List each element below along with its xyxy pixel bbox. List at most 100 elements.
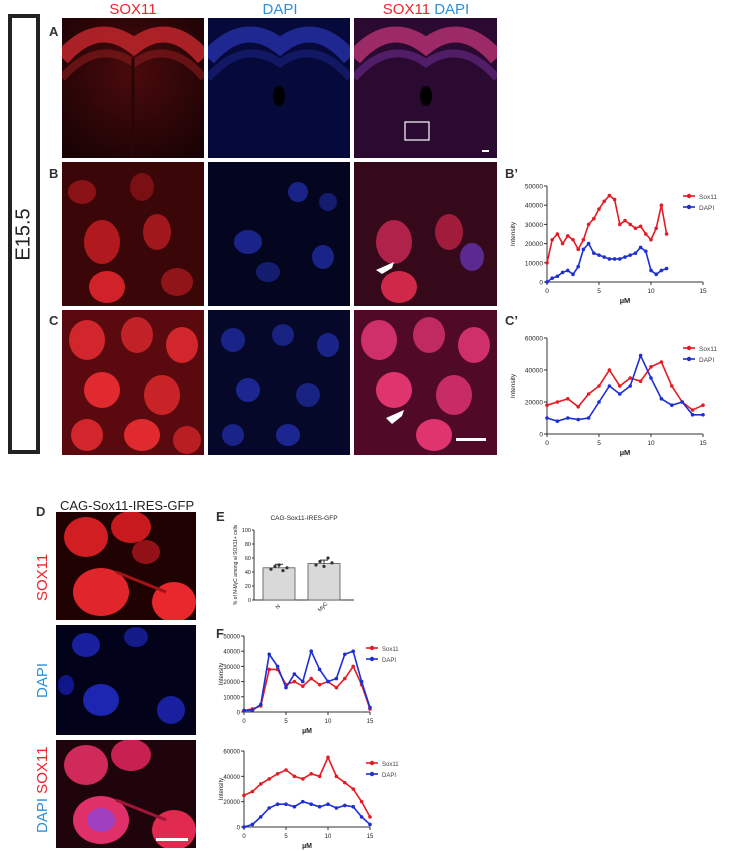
x-tick-label: 15 [367, 719, 374, 725]
data-point-sox11 [326, 755, 330, 760]
data-point-sox11 [550, 237, 554, 242]
series-line-sox11 [546, 194, 668, 263]
y-tick-label: 40000 [223, 775, 240, 781]
bar-point [285, 566, 289, 570]
data-point-dapi [250, 708, 255, 713]
data-point-sox11 [545, 403, 549, 407]
data-point-dapi [659, 268, 664, 273]
y-tick-label: 0 [539, 432, 543, 439]
data-point-dapi [607, 257, 612, 261]
data-point-dapi [571, 272, 575, 277]
y-tick-label: 50000 [223, 635, 240, 641]
data-point-dapi [242, 708, 246, 713]
data-point-sox11 [670, 384, 674, 388]
x-axis-label: µM [302, 728, 312, 735]
data-point-dapi [607, 384, 612, 388]
data-point-dapi [284, 685, 288, 690]
data-point-dapi [597, 400, 601, 404]
data-point-dapi [550, 276, 554, 280]
y-tick-label: 10000 [525, 260, 543, 267]
data-point-sox11 [597, 207, 601, 211]
data-point-sox11 [275, 772, 280, 776]
stage-box [8, 14, 40, 454]
data-point-dapi [309, 802, 313, 806]
data-point-dapi [275, 802, 280, 806]
legend-marker [686, 204, 692, 210]
data-point-dapi [680, 400, 684, 404]
y-tick-label: 40000 [525, 368, 543, 375]
legend-marker [369, 760, 375, 766]
data-point-dapi [592, 251, 596, 255]
data-point-dapi [586, 416, 591, 420]
bar-point [273, 564, 277, 568]
data-point-dapi [576, 264, 580, 269]
data-point-dapi [359, 815, 364, 819]
data-point-sox11 [292, 679, 297, 684]
legend-label: DAPI [699, 205, 714, 212]
chart-f1: 0 10000 20000 30000 40000 50000 0 5 10 15 µM Intens… [219, 635, 399, 736]
data-point-sox11 [317, 774, 322, 779]
x-tick-label: 5 [597, 440, 601, 447]
panel-letter-b: B [49, 166, 59, 181]
x-tick-label: 15 [367, 834, 374, 840]
arrow-b [376, 262, 394, 274]
legend-marker [369, 656, 375, 662]
data-point-dapi [317, 667, 322, 672]
bar-point [281, 569, 285, 573]
data-point-sox11 [555, 400, 560, 404]
data-point-sox11 [317, 682, 322, 687]
data-point-dapi [618, 257, 622, 261]
data-point-dapi [309, 649, 313, 653]
data-point-dapi [368, 705, 372, 710]
header-merge: SOX11 DAPI [356, 1, 496, 18]
data-point-sox11 [581, 237, 586, 242]
data-point-sox11 [309, 772, 313, 776]
y-tick-label: 20 [245, 584, 251, 590]
y-axis-label: Intensity [219, 778, 225, 800]
panel-letter-f: F [216, 626, 224, 641]
data-point-dapi [644, 249, 648, 254]
data-point-sox11 [628, 376, 632, 380]
data-point-dapi [334, 806, 339, 810]
legend-marker [686, 356, 692, 362]
data-point-sox11 [628, 222, 632, 227]
y-tick-label: 0 [237, 826, 241, 832]
data-point-dapi [597, 253, 601, 257]
series-line-dapi [546, 353, 703, 423]
data-point-sox11 [659, 203, 664, 207]
header-merge-dapi: DAPI [434, 1, 470, 18]
y-tick-label: 0 [248, 598, 251, 604]
y-tick-label: 30000 [525, 222, 543, 229]
data-point-dapi [351, 649, 355, 653]
data-point-sox11 [368, 815, 372, 819]
data-point-dapi [576, 417, 580, 422]
legend-label: DAPI [382, 773, 396, 779]
y-tick-label: 40 [245, 570, 251, 576]
data-point-sox11 [359, 799, 364, 804]
y-tick-label: 80 [245, 542, 251, 548]
y-tick-label: 0 [237, 711, 241, 717]
legend-label: Sox11 [382, 647, 399, 653]
data-point-sox11 [618, 384, 622, 388]
d-label-sox11: SOX11 [34, 553, 51, 602]
x-tick-label: 10 [647, 288, 655, 295]
x-tick-label: 10 [647, 440, 655, 447]
data-point-sox11 [343, 676, 347, 681]
bar-point [314, 563, 318, 567]
y-axis-label: Intensity [219, 663, 225, 685]
data-point-dapi [566, 268, 570, 273]
data-point-dapi [259, 815, 263, 819]
data-point-sox11 [576, 405, 580, 409]
x-tick-label: 0 [242, 834, 246, 840]
series-line-sox11 [243, 664, 371, 712]
legend-label: DAPI [382, 658, 396, 664]
y-axis-label: Intensity [510, 373, 517, 398]
chart-cprime: 0 20000 40000 60000 0 5 10 15 µM Intensity Sox11 DA… [510, 336, 717, 458]
data-point-dapi [628, 384, 632, 388]
data-point-dapi [301, 679, 305, 684]
y-tick-label: 60000 [525, 336, 543, 343]
y-tick-label: 0 [539, 280, 543, 287]
y-axis-label: % of N-MyC among al SOX11+ cells [233, 524, 239, 605]
data-point-sox11 [560, 241, 565, 246]
x-tick-label: MyC [317, 601, 329, 613]
